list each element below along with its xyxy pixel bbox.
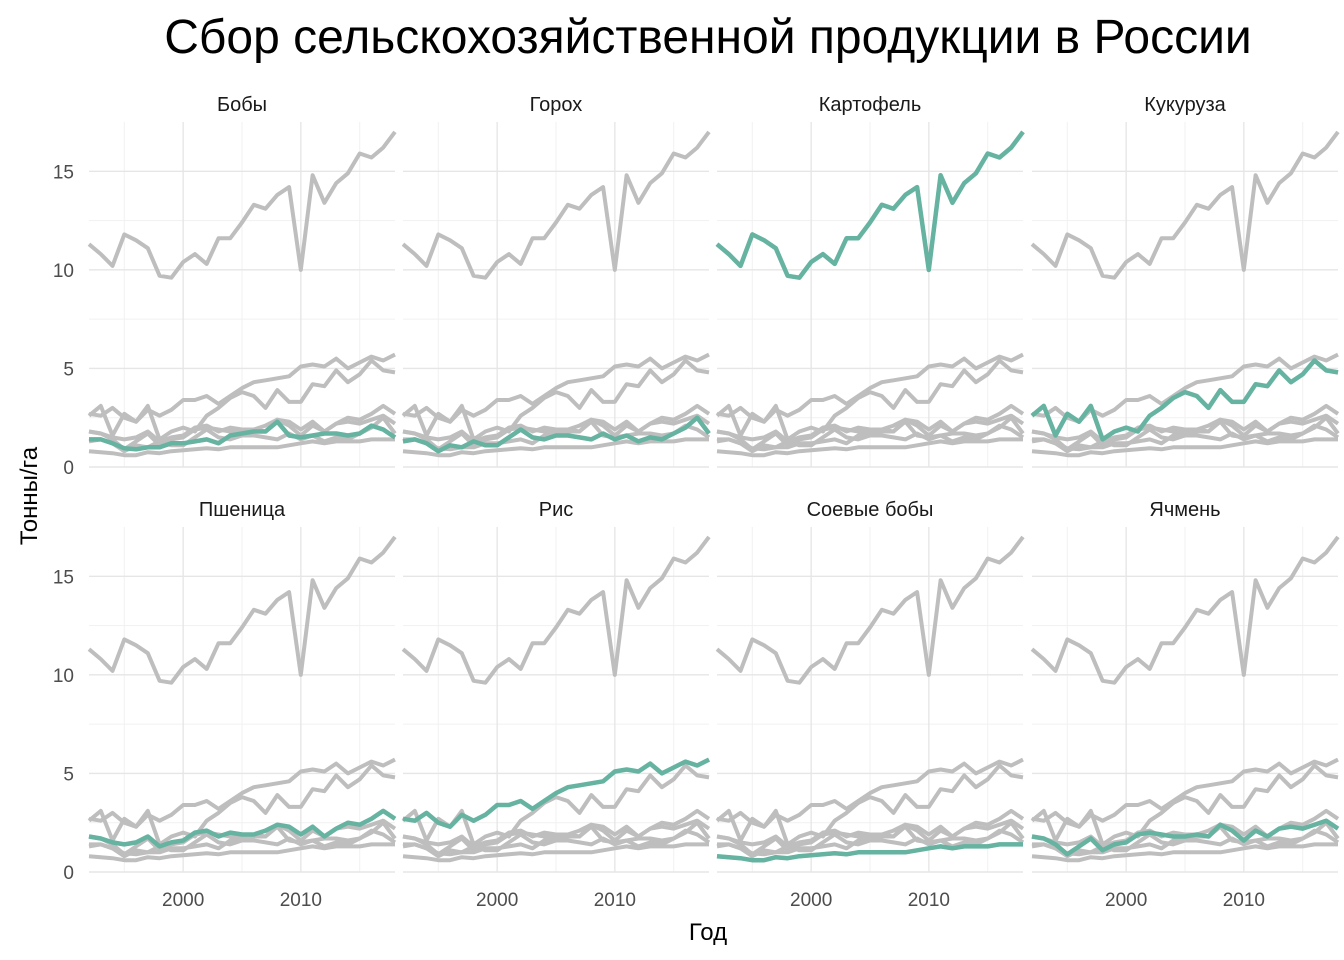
panel-картофель: Картофель <box>715 94 1025 468</box>
panel-ячмень: Ячмень 2000 2010 <box>1030 499 1340 911</box>
panel-strip-label: Горох <box>530 94 583 116</box>
series-line-bg-рис <box>402 352 710 424</box>
panel-горох: Горох <box>401 94 711 468</box>
series-line-highlight-горох <box>402 415 711 454</box>
y-tick-label: 0 <box>63 458 74 479</box>
panel-strip-label: Бобы <box>217 94 267 116</box>
x-axis-title: Год <box>689 919 727 946</box>
y-tick-label: 10 <box>53 261 74 282</box>
series-line-bg-рис <box>716 352 1024 424</box>
series-line-bg-картофель <box>401 535 711 685</box>
series-line-highlight-картофель <box>715 130 1025 280</box>
chart-title: Сбор сельскохозяйственной продукции в Ро… <box>164 11 1251 64</box>
series-line-bg-ячмень <box>1031 413 1340 452</box>
series-line-bg-ячмень <box>716 413 1025 452</box>
series-line-bg-соевые-бобы <box>716 437 1023 458</box>
series-line-bg-картофель <box>87 130 397 280</box>
panel-strip-label: Ячмень <box>1149 499 1220 521</box>
panel-бобы: Бобы 0 5 10 15 <box>53 94 397 479</box>
series-line-bg-горох <box>716 820 1025 859</box>
panel-strip-label: Картофель <box>819 94 922 116</box>
panel-strip-label: Рис <box>539 499 574 521</box>
series-line-bg-рис <box>716 757 1024 829</box>
series-line-bg-горох <box>402 820 711 859</box>
panel-соевые-бобы: Соевые бобы 2000 2010 <box>715 499 1025 911</box>
series-line-bg-соевые-бобы <box>88 437 395 458</box>
y-tick-label: 5 <box>63 359 74 380</box>
series-line-bg-ячмень <box>402 818 711 857</box>
x-tick-label: 2000 <box>162 890 204 911</box>
series-line-highlight-соевые-бобы <box>716 842 1023 863</box>
panels-group: Бобы 0 5 10 15 Горох Картофель Кукуруза Пшеница 0… <box>53 94 1340 911</box>
x-tick-label: 2000 <box>476 890 518 911</box>
x-tick-label: 2010 <box>908 890 950 911</box>
y-tick-label: 5 <box>63 764 74 785</box>
panel-кукуруза: Кукуруза <box>1030 94 1340 468</box>
y-tick-label: 0 <box>63 863 74 884</box>
x-tick-label: 2000 <box>1105 890 1147 911</box>
x-tick-label: 2010 <box>280 890 322 911</box>
y-tick-label: 15 <box>53 567 74 588</box>
x-tick-label: 2010 <box>1223 890 1265 911</box>
y-axis-title: Тонны/га <box>16 446 43 545</box>
x-tick-label: 2010 <box>594 890 636 911</box>
series-line-bg-соевые-бобы <box>1031 437 1338 458</box>
series-line-bg-картофель <box>1030 535 1340 685</box>
series-line-highlight-кукуруза <box>1030 358 1339 442</box>
series-line-bg-картофель <box>401 130 711 280</box>
series-line-bg-рис <box>88 352 396 424</box>
panel-strip-label: Пшеница <box>199 499 286 521</box>
series-line-bg-соевые-бобы <box>1031 842 1338 863</box>
series-line-highlight-рис <box>402 757 711 829</box>
x-tick-label: 2000 <box>790 890 832 911</box>
series-line-highlight-ячмень <box>1031 818 1340 857</box>
series-line-bg-рис <box>1031 757 1339 829</box>
series-line-bg-горох <box>1031 415 1340 454</box>
series-line-bg-соевые-бобы <box>402 842 709 863</box>
series-line-bg-рис <box>88 757 396 829</box>
series-line-bg-картофель <box>715 535 1025 685</box>
panel-strip-label: Соевые бобы <box>807 499 934 521</box>
series-line-bg-картофель <box>1030 130 1340 280</box>
series-line-highlight-бобы <box>89 419 397 452</box>
series-line-bg-картофель <box>87 535 397 685</box>
panel-strip-label: Кукуруза <box>1144 94 1226 116</box>
series-line-bg-горох <box>88 820 397 859</box>
y-tick-label: 15 <box>53 162 74 183</box>
y-tick-label: 10 <box>53 666 74 687</box>
series-line-bg-горох <box>716 415 1025 454</box>
panel-рис: Рис 2000 2010 <box>401 499 711 911</box>
series-line-bg-ячмень <box>716 818 1025 857</box>
series-line-highlight-пшеница <box>88 808 397 849</box>
series-line-bg-соевые-бобы <box>88 842 395 863</box>
series-line-bg-горох <box>1031 820 1340 859</box>
panel-пшеница: Пшеница 0 5 10 15 2000 2010 <box>53 499 397 911</box>
series-line-bg-ячмень <box>402 413 711 452</box>
series-line-bg-соевые-бобы <box>402 437 709 458</box>
